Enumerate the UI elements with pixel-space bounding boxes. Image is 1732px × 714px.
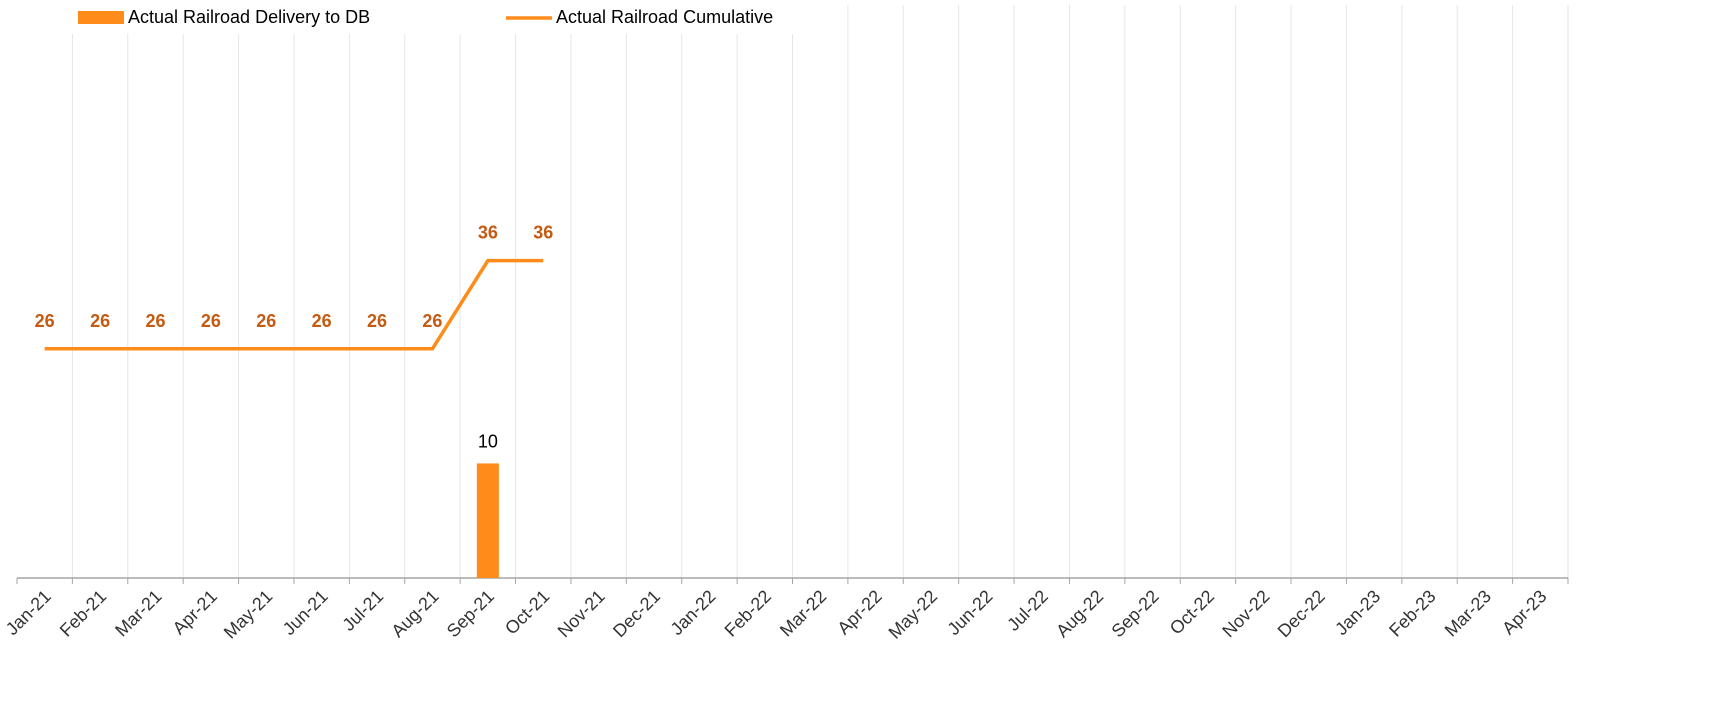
line: [44, 258, 544, 351]
x-tick-label: Nov-21: [554, 586, 609, 641]
data-label: 26: [367, 311, 387, 331]
x-tick-label: Mar-23: [1441, 586, 1495, 640]
x-tick-label: Sep-22: [1108, 586, 1163, 641]
data-label: 26: [201, 311, 221, 331]
x-tick-label: Jan-21: [2, 586, 55, 639]
x-tick-label: May-21: [220, 586, 277, 643]
legend-label: Actual Railroad Delivery to DB: [128, 7, 370, 27]
x-tick-label: Feb-21: [56, 586, 110, 640]
data-label: 36: [478, 223, 498, 243]
x-tick-label: Aug-22: [1052, 586, 1107, 641]
x-tick-label: May-22: [885, 586, 942, 643]
x-tick-label: Apr-21: [169, 586, 221, 638]
x-tick-label: Apr-22: [833, 586, 885, 638]
data-label: 26: [422, 311, 442, 331]
x-tick-label: Jun-22: [943, 586, 996, 639]
x-tick-label: Jan-23: [1331, 586, 1384, 639]
data-label: 26: [35, 311, 55, 331]
x-tick-label: Apr-23: [1498, 586, 1550, 638]
x-tick-label: Jun-21: [279, 586, 332, 639]
data-label: 26: [145, 311, 165, 331]
x-tick-label: Oct-21: [501, 586, 553, 638]
x-tick-label: Jan-22: [667, 586, 720, 639]
x-tick-label: Oct-22: [1166, 586, 1218, 638]
legend-label: Actual Railroad Cumulative: [556, 7, 773, 27]
x-tick-label: Jul-21: [338, 586, 387, 635]
x-tick-label: Mar-21: [111, 586, 165, 640]
data-label: 10: [478, 431, 498, 451]
x-tick-label: Dec-21: [609, 586, 664, 641]
bar: [476, 463, 499, 578]
x-tick-label: Nov-22: [1218, 586, 1273, 641]
data-label: 26: [90, 311, 110, 331]
x-tick-label: Aug-21: [387, 586, 442, 641]
x-tick-label: Feb-22: [721, 586, 775, 640]
x-tick-label: Dec-22: [1274, 586, 1329, 641]
legend-bg: [60, 0, 820, 34]
data-label: 26: [312, 311, 332, 331]
legend-swatch: [78, 11, 124, 24]
x-tick-label: Mar-22: [776, 586, 830, 640]
data-label: 36: [533, 223, 553, 243]
x-tick-label: Jul-22: [1003, 586, 1052, 635]
x-tick-label: Feb-23: [1385, 586, 1439, 640]
x-tick-label: Sep-21: [443, 586, 498, 641]
data-label: 26: [256, 311, 276, 331]
